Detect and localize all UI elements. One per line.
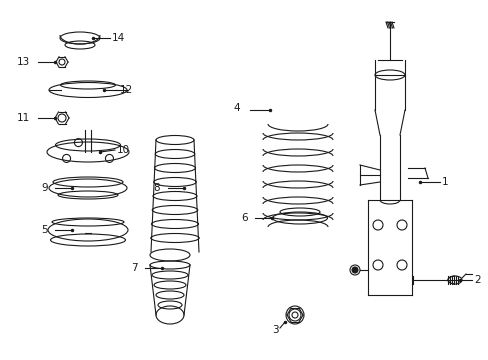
Text: 12: 12	[120, 85, 133, 95]
Text: 2: 2	[473, 275, 480, 285]
Text: 5: 5	[41, 225, 48, 235]
Text: 13: 13	[17, 57, 30, 67]
Text: 4: 4	[233, 103, 240, 113]
Text: 8: 8	[153, 183, 160, 193]
Text: 7: 7	[131, 263, 138, 273]
Circle shape	[351, 267, 357, 273]
Text: 10: 10	[117, 145, 130, 155]
Text: 6: 6	[241, 213, 247, 223]
Text: 9: 9	[41, 183, 48, 193]
Text: 14: 14	[112, 33, 125, 43]
Text: 3: 3	[271, 325, 278, 335]
Text: 1: 1	[441, 177, 447, 187]
Text: 11: 11	[17, 113, 30, 123]
